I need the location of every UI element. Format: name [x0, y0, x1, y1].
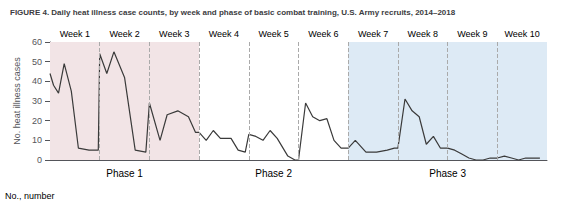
svg-text:Week 6: Week 6: [308, 29, 338, 39]
svg-text:Week 7: Week 7: [358, 29, 388, 39]
svg-text:20: 20: [32, 116, 42, 126]
svg-text:No. heat illness cases: No. heat illness cases: [12, 57, 22, 145]
svg-text:Week 2: Week 2: [109, 29, 139, 39]
svg-text:Week 4: Week 4: [209, 29, 239, 39]
svg-text:FIGURE 4. Daily heat illness c: FIGURE 4. Daily heat illness case counts…: [10, 8, 456, 17]
svg-text:Phase 2: Phase 2: [255, 168, 292, 179]
svg-text:50: 50: [32, 57, 42, 67]
svg-text:No., number: No., number: [5, 191, 55, 201]
svg-text:30: 30: [32, 96, 42, 106]
svg-text:10: 10: [32, 135, 42, 145]
svg-text:Week 10: Week 10: [504, 29, 539, 39]
svg-text:60: 60: [32, 37, 42, 47]
svg-text:Week 9: Week 9: [457, 29, 487, 39]
svg-text:Phase 1: Phase 1: [106, 168, 143, 179]
svg-text:Week 3: Week 3: [159, 29, 189, 39]
svg-text:Week 5: Week 5: [258, 29, 288, 39]
svg-text:40: 40: [32, 76, 42, 86]
svg-text:Phase 3: Phase 3: [429, 168, 466, 179]
svg-text:Week 1: Week 1: [60, 29, 90, 39]
svg-text:Week 8: Week 8: [408, 29, 438, 39]
svg-text:0: 0: [37, 155, 42, 165]
